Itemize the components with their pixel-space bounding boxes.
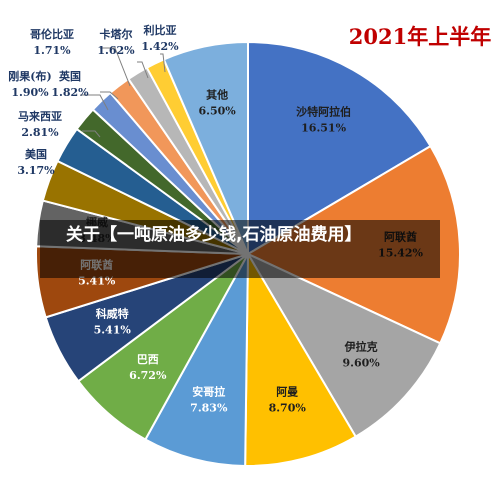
slice-name-label: 刚果(布)	[8, 69, 51, 83]
slice-name-label: 马来西亚	[18, 109, 62, 123]
slice-value-label: 16.51%	[301, 121, 346, 134]
slice-value-label: 1.71%	[33, 44, 71, 57]
slice-value-label: 6.50%	[198, 105, 236, 118]
slice-name-label: 哥伦比亚	[30, 27, 74, 41]
chart-title: 2021年上半年	[349, 24, 491, 49]
slice-name-label: 巴西	[137, 353, 159, 366]
leader-line	[160, 53, 166, 73]
slice-name-label: 其他	[206, 88, 228, 102]
pie-slices	[35, 40, 461, 467]
slice-name-label: 沙特阿拉伯	[296, 104, 351, 118]
slice-name-label: 科威特	[96, 307, 129, 321]
slice-value-label: 6.72%	[129, 369, 167, 382]
slice-value-label: 1.90%	[11, 86, 49, 99]
slice-value-label: 7.83%	[190, 402, 228, 415]
slice-name-label: 阿曼	[276, 385, 298, 399]
leader-line	[100, 47, 131, 87]
overlay-banner-text[interactable]: 关于【一吨原油多少钱,石油原油费用】	[66, 225, 362, 245]
overlay-banner	[40, 220, 440, 278]
slice-value-label: 2.81%	[21, 126, 59, 139]
pie-slice	[244, 250, 358, 467]
slice-name-label: 卡塔尔	[100, 27, 133, 41]
pie-slice	[144, 253, 249, 467]
slice-value-label: 5.41%	[94, 324, 132, 337]
slice-value-label: 3.17%	[17, 164, 55, 177]
slice-name-label: 伊拉克	[344, 340, 378, 354]
leader-lines	[80, 47, 166, 138]
slice-value-label: 1.62%	[97, 44, 135, 57]
leader-line	[137, 61, 149, 79]
pie-slice	[247, 40, 432, 256]
slice-value-label: 8.70%	[269, 402, 307, 415]
leader-line	[82, 130, 101, 138]
pie-slice	[245, 251, 442, 438]
slice-value-label: 9.60%	[342, 357, 380, 370]
leader-line	[80, 94, 109, 111]
slice-name-label: 利比亚	[144, 23, 177, 37]
slice-value-label: 1.42%	[141, 40, 179, 53]
slice-name-label: 英国	[58, 69, 81, 83]
leader-line	[100, 91, 119, 100]
slice-name-label: 美国	[25, 147, 47, 161]
slice-value-label: 1.82%	[51, 86, 89, 99]
slice-name-label: 安哥拉	[192, 385, 225, 399]
